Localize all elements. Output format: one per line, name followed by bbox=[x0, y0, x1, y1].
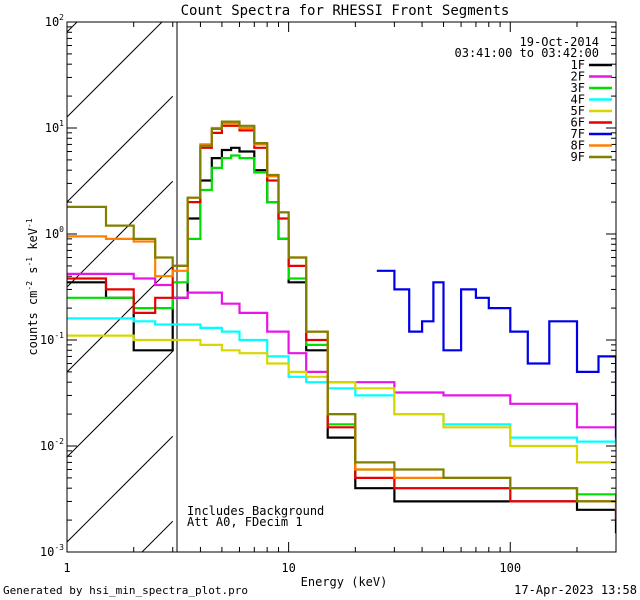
series-line-3F bbox=[67, 154, 616, 502]
series-line-8F bbox=[67, 122, 616, 510]
y-axis-label-base: counts cm bbox=[26, 291, 40, 356]
y-tick-label: 10-3 bbox=[40, 543, 64, 559]
legend-label-1F: 1F bbox=[571, 58, 585, 72]
y-axis-label: counts cm-2 s-1 keV-1 bbox=[25, 218, 40, 355]
y-tick-label: 10-1 bbox=[40, 331, 64, 347]
legend-label-4F: 4F bbox=[571, 93, 585, 107]
y-axis-label-mid: s bbox=[26, 267, 40, 281]
series-line-9F bbox=[67, 120, 616, 503]
y-axis-label-exp2: -1 bbox=[25, 257, 34, 267]
hatch-line-1 bbox=[67, 22, 163, 118]
legend-label-8F: 8F bbox=[571, 139, 585, 153]
legend-label-9F: 9F bbox=[571, 150, 585, 164]
legend-label-6F: 6F bbox=[571, 116, 585, 130]
y-tick-label: 102 bbox=[45, 13, 64, 29]
hatch-line-2 bbox=[67, 95, 174, 203]
hatch-line-7 bbox=[141, 520, 174, 552]
y-tick-label: 101 bbox=[45, 119, 64, 135]
x-tick-label-100: 100 bbox=[499, 561, 521, 575]
annotation-background: Includes Background bbox=[187, 504, 324, 518]
series-line-2F bbox=[67, 272, 616, 446]
series-line-7F bbox=[376, 269, 616, 438]
legend-label-7F: 7F bbox=[571, 127, 585, 141]
footer-generator: Generated by hsi_min_spectra_plot.pro bbox=[3, 584, 248, 597]
hatch-line-6 bbox=[67, 435, 174, 543]
series-line-6F bbox=[67, 124, 616, 521]
series-line-5F bbox=[67, 334, 616, 464]
x-tick-label-10: 10 bbox=[281, 561, 295, 575]
legend-time-range: 03:41:00 to 03:42:00 bbox=[455, 46, 600, 60]
y-tick-label: 10-2 bbox=[40, 437, 64, 453]
axes: 1 10 100 102 101 100 10-1 10-2 10-3 bbox=[40, 13, 617, 575]
series-group bbox=[67, 120, 616, 534]
y-tick-label: 100 bbox=[45, 225, 64, 241]
hatch-line-3 bbox=[67, 180, 174, 288]
y-axis-label-exp1: -2 bbox=[25, 281, 34, 291]
hatch-line-5 bbox=[67, 350, 174, 458]
legend-label-2F: 2F bbox=[571, 70, 585, 84]
chart-title: Count Spectra for RHESSI Front Segments bbox=[181, 3, 510, 19]
plot-frame bbox=[66, 21, 617, 553]
y-axis-label-tail: keV bbox=[26, 228, 40, 257]
x-axis-label: Energy (keV) bbox=[301, 575, 388, 589]
legend-label-5F: 5F bbox=[571, 104, 585, 118]
y-axis-label-exp3: -1 bbox=[25, 218, 34, 228]
legend-date: 19-Oct-2014 bbox=[520, 35, 599, 49]
footer-timestamp: 17-Apr-2023 13:58 bbox=[514, 583, 637, 597]
legend-label-3F: 3F bbox=[571, 81, 585, 95]
shaded-region-hatch bbox=[67, 22, 174, 552]
x-tick-label-1: 1 bbox=[63, 561, 70, 575]
annotation-attenuator: Att A0, FDecim 1 bbox=[187, 515, 303, 529]
